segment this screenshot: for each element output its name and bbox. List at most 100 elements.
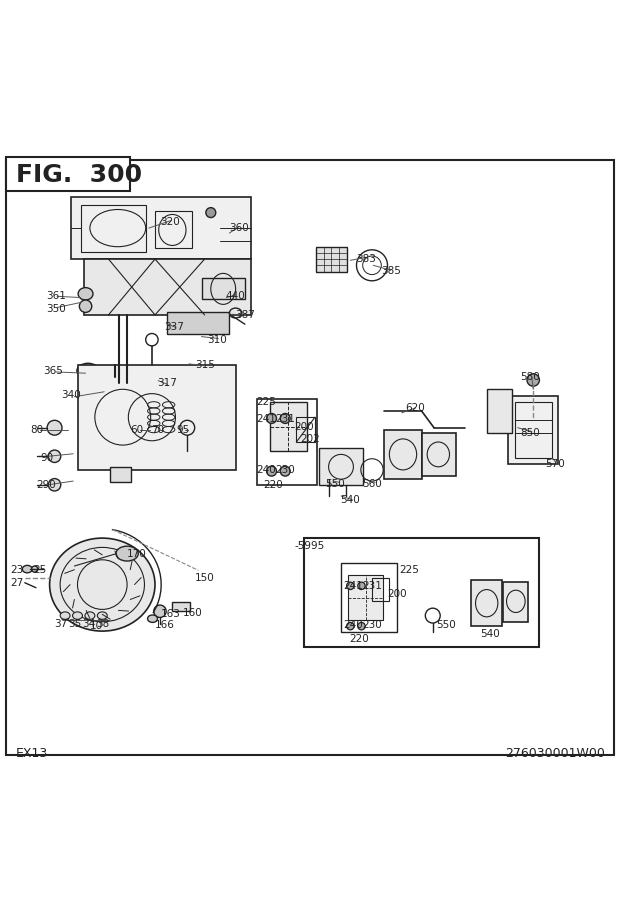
Text: 25: 25 bbox=[33, 565, 47, 576]
Ellipse shape bbox=[358, 582, 365, 589]
Bar bbox=[84, 259, 251, 315]
Text: 850: 850 bbox=[520, 427, 540, 437]
Ellipse shape bbox=[347, 582, 354, 589]
Bar bbox=[172, 602, 190, 611]
Text: 317: 317 bbox=[157, 378, 177, 388]
Bar bbox=[257, 399, 317, 485]
Ellipse shape bbox=[50, 538, 155, 631]
Text: 276030001W00: 276030001W00 bbox=[505, 747, 604, 760]
Text: 560: 560 bbox=[362, 479, 382, 489]
Text: 23: 23 bbox=[11, 565, 24, 576]
Text: 540: 540 bbox=[340, 495, 360, 505]
Text: 225: 225 bbox=[257, 397, 277, 406]
Text: 34: 34 bbox=[82, 619, 95, 629]
Ellipse shape bbox=[47, 420, 62, 436]
Ellipse shape bbox=[206, 208, 216, 218]
Text: 10: 10 bbox=[89, 621, 103, 631]
Bar bbox=[341, 563, 397, 632]
Ellipse shape bbox=[280, 466, 290, 476]
Text: 38: 38 bbox=[95, 619, 109, 629]
Text: 170: 170 bbox=[126, 549, 146, 558]
Text: FIG.  300: FIG. 300 bbox=[16, 164, 141, 188]
Text: -5995: -5995 bbox=[295, 541, 325, 551]
Text: 166: 166 bbox=[154, 619, 174, 630]
Text: 290: 290 bbox=[37, 480, 56, 490]
Bar bbox=[316, 247, 347, 272]
Text: 240: 240 bbox=[343, 619, 363, 630]
Bar bbox=[71, 197, 251, 259]
Text: 620: 620 bbox=[405, 403, 425, 413]
Ellipse shape bbox=[347, 622, 354, 630]
Text: 240: 240 bbox=[257, 465, 277, 475]
Bar bbox=[6, 156, 130, 191]
Ellipse shape bbox=[78, 287, 93, 300]
Ellipse shape bbox=[97, 612, 107, 619]
Text: 340: 340 bbox=[61, 391, 81, 401]
Text: 90: 90 bbox=[40, 453, 53, 462]
Ellipse shape bbox=[32, 566, 38, 572]
Bar bbox=[348, 576, 383, 620]
Text: 37: 37 bbox=[54, 619, 68, 629]
Bar bbox=[384, 430, 422, 479]
Bar bbox=[110, 467, 131, 482]
Bar bbox=[503, 582, 528, 622]
Text: 230: 230 bbox=[362, 619, 382, 630]
Text: 387: 387 bbox=[235, 310, 255, 320]
Ellipse shape bbox=[527, 374, 539, 386]
Text: 241: 241 bbox=[257, 414, 277, 424]
Ellipse shape bbox=[148, 615, 157, 622]
Ellipse shape bbox=[73, 612, 82, 619]
Text: 360: 360 bbox=[229, 223, 249, 233]
Ellipse shape bbox=[116, 546, 138, 561]
Text: 200: 200 bbox=[387, 589, 407, 599]
Ellipse shape bbox=[267, 466, 277, 476]
Text: 220: 220 bbox=[263, 480, 283, 490]
Ellipse shape bbox=[267, 414, 277, 424]
Bar bbox=[270, 402, 307, 451]
Bar bbox=[372, 577, 389, 601]
Bar bbox=[422, 433, 456, 476]
Ellipse shape bbox=[60, 612, 70, 619]
Text: 550: 550 bbox=[325, 479, 345, 489]
Text: 361: 361 bbox=[46, 291, 66, 301]
Text: 320: 320 bbox=[161, 217, 180, 227]
Text: 202: 202 bbox=[300, 434, 320, 444]
Text: 383: 383 bbox=[356, 254, 376, 264]
Ellipse shape bbox=[48, 450, 61, 462]
Text: 540: 540 bbox=[480, 630, 500, 640]
Text: 310: 310 bbox=[207, 335, 227, 345]
Bar bbox=[167, 312, 229, 333]
Text: 150: 150 bbox=[195, 574, 215, 584]
Text: 60: 60 bbox=[130, 425, 143, 435]
Text: 230: 230 bbox=[275, 465, 295, 475]
Bar bbox=[508, 395, 558, 464]
Text: 231: 231 bbox=[362, 581, 382, 591]
Text: 80: 80 bbox=[30, 425, 44, 435]
Text: 241: 241 bbox=[343, 581, 363, 591]
Text: 95: 95 bbox=[176, 425, 190, 435]
Ellipse shape bbox=[358, 622, 365, 630]
Text: 27: 27 bbox=[11, 577, 24, 587]
Text: 231: 231 bbox=[275, 414, 295, 424]
Bar bbox=[304, 538, 539, 647]
Text: 220: 220 bbox=[350, 633, 370, 643]
Bar bbox=[319, 448, 363, 485]
Text: 385: 385 bbox=[381, 266, 401, 276]
Text: 315: 315 bbox=[195, 360, 215, 370]
Bar bbox=[487, 389, 512, 433]
Bar bbox=[296, 417, 315, 442]
Bar bbox=[202, 277, 245, 299]
Text: 163: 163 bbox=[161, 608, 180, 619]
Bar bbox=[515, 402, 552, 458]
Text: 580: 580 bbox=[520, 371, 540, 382]
Text: 350: 350 bbox=[46, 304, 66, 314]
Text: 160: 160 bbox=[182, 608, 202, 618]
Text: 440: 440 bbox=[226, 291, 246, 301]
Ellipse shape bbox=[280, 414, 290, 424]
Text: 365: 365 bbox=[43, 366, 63, 376]
Ellipse shape bbox=[79, 300, 92, 312]
Text: 225: 225 bbox=[399, 565, 419, 576]
Bar bbox=[78, 364, 236, 470]
Bar bbox=[155, 210, 192, 248]
Text: 200: 200 bbox=[294, 422, 314, 432]
